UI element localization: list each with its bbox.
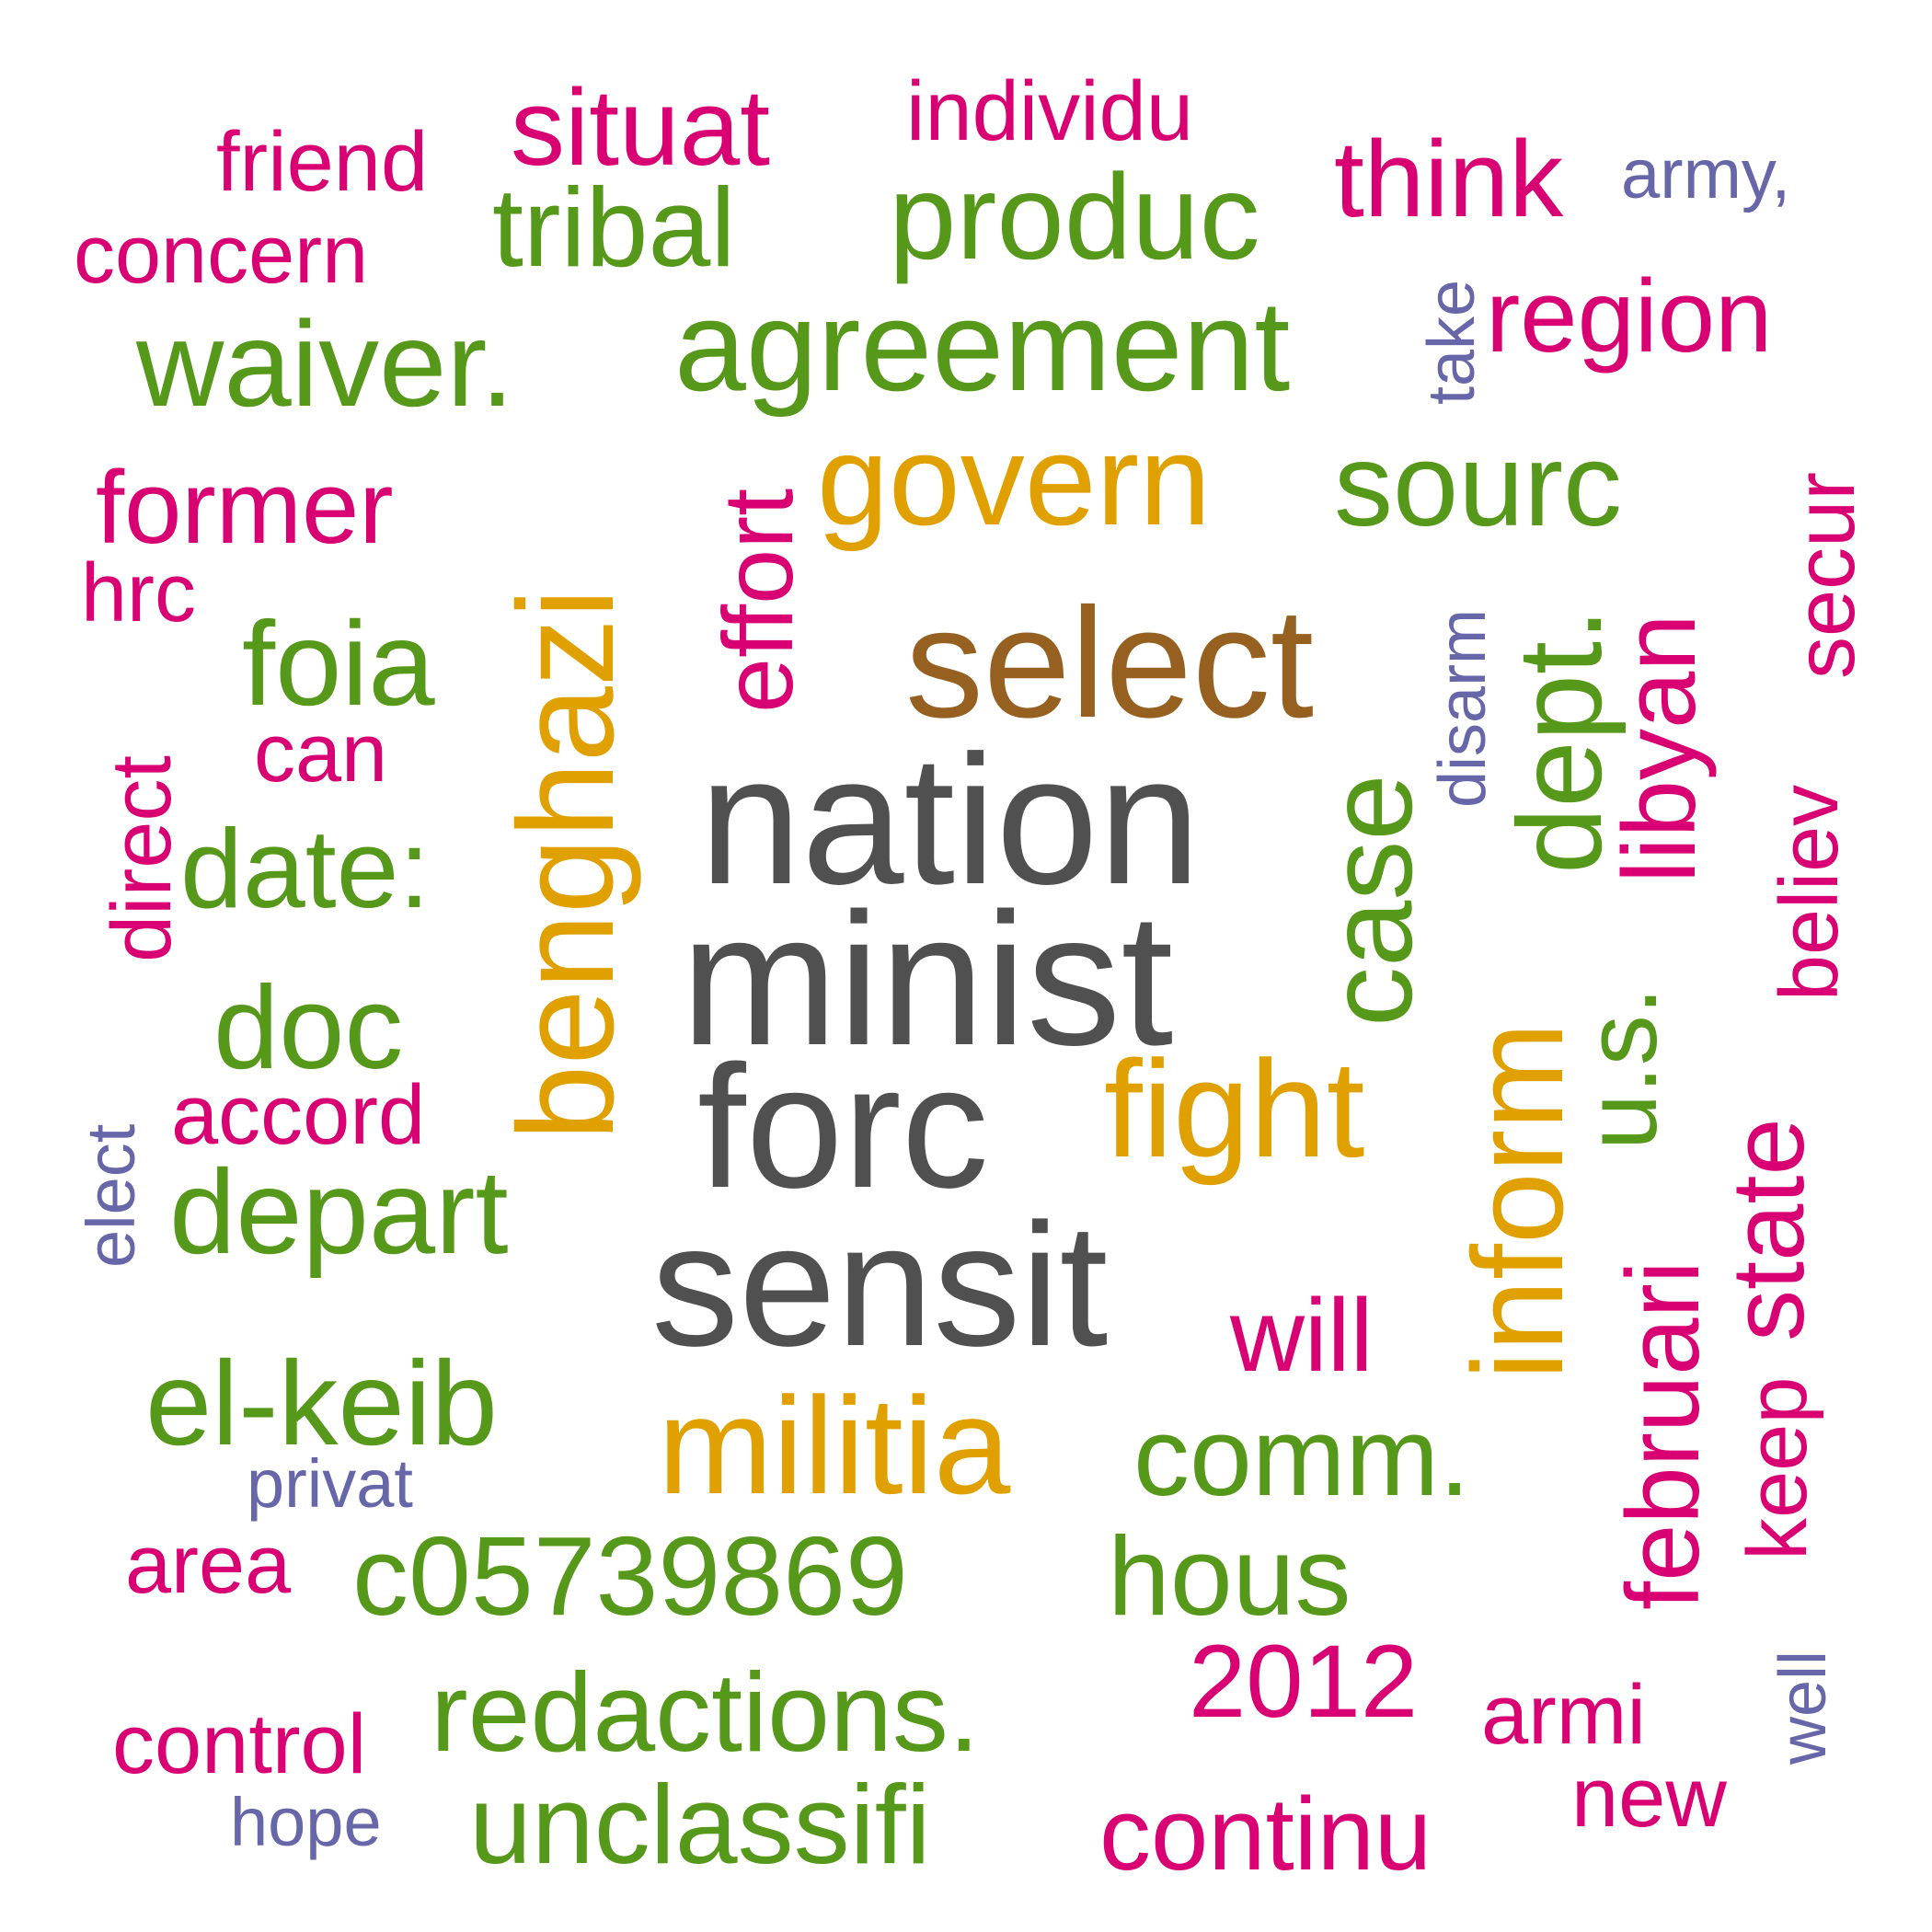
word-keep: keep — [1731, 1376, 1824, 1561]
word-control: control — [112, 1697, 367, 1791]
word-can: can — [254, 707, 388, 799]
word-c05739869: c05739869 — [352, 1513, 908, 1639]
word-nation: nation — [699, 718, 1201, 923]
word-individu: individu — [906, 64, 1193, 158]
word-comm: comm. — [1133, 1394, 1470, 1519]
word-friend: friend — [216, 115, 429, 209]
word-forc: forc — [697, 1029, 989, 1225]
word-former: former — [96, 450, 394, 565]
word-concern: concern — [74, 209, 369, 301]
word-foia: foia — [242, 596, 435, 730]
word-us: u.s. — [1565, 986, 1678, 1150]
word-2012: 2012 — [1189, 1624, 1419, 1739]
word-agreement: agreement — [674, 273, 1291, 418]
word-sensit: sensit — [651, 1188, 1109, 1383]
word-date: date: — [180, 806, 431, 931]
word-sourc: sourc — [1334, 420, 1622, 551]
word-area: area — [125, 1519, 292, 1611]
word-think: think — [1334, 119, 1564, 240]
word-select: select — [905, 576, 1315, 751]
word-take: take — [1415, 279, 1489, 405]
word-fight: fight — [1104, 1031, 1365, 1186]
word-hope: hope — [230, 1784, 382, 1860]
word-govern: govern — [817, 408, 1212, 552]
word-tribal: tribal — [492, 165, 736, 290]
word-believ: believ — [1764, 784, 1856, 1001]
word-disarm: disarm — [1426, 608, 1500, 808]
word-region: region — [1486, 259, 1773, 374]
word-produc: produc — [889, 149, 1260, 284]
word-el-keib: el-keib — [145, 1336, 498, 1470]
word-inform: inform — [1445, 1022, 1590, 1380]
word-situat: situat — [511, 67, 771, 189]
word-continu: continu — [1099, 1777, 1432, 1892]
word-hous: hous — [1108, 1513, 1351, 1639]
word-privat: privat — [247, 1445, 413, 1522]
word-accord: accord — [171, 1068, 426, 1162]
word-case: case — [1303, 774, 1437, 1027]
word-doc: doc — [213, 962, 404, 1094]
word-new: new — [1571, 1751, 1727, 1845]
word-hrc: hrc — [81, 547, 197, 639]
word-elect: elect — [73, 1123, 149, 1268]
word-secur: secur — [1778, 472, 1872, 679]
word-libyan: libyan — [1602, 614, 1717, 883]
word-waiver: waiver. — [136, 296, 514, 431]
word-redactions: redactions. — [431, 1650, 980, 1775]
word-benghazi: benghazi — [490, 588, 642, 1141]
word-militia: militia — [658, 1368, 1011, 1523]
word-army: army, — [1621, 135, 1791, 213]
word-effort: effort — [702, 488, 813, 713]
word-well: well — [1766, 1650, 1840, 1765]
word-state: state — [1710, 1118, 1825, 1341]
word-will: will — [1230, 1278, 1374, 1393]
word-februari: februari — [1605, 1260, 1720, 1610]
word-unclassifi: unclassifi — [469, 1762, 931, 1887]
word-depart: depart — [169, 1144, 509, 1279]
word-armi: armi — [1481, 1668, 1646, 1762]
word-direct: direct — [95, 755, 189, 962]
word-minist: minist — [681, 874, 1174, 1085]
